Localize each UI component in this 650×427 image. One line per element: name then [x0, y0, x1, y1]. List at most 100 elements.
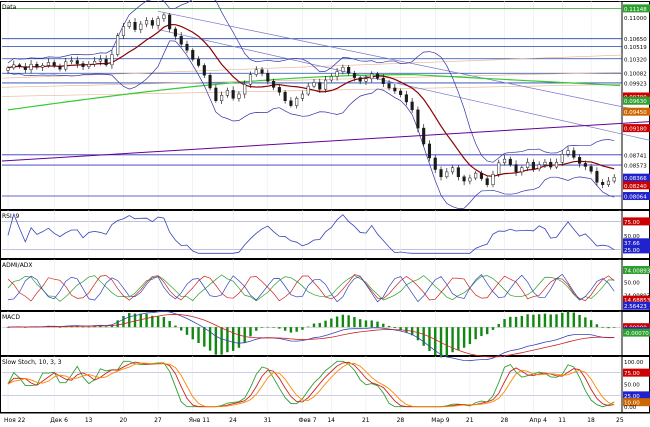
candle-body — [58, 65, 62, 70]
candle-body — [601, 182, 605, 185]
candle-body — [202, 65, 206, 76]
dmi-line-dmi_minus — [7, 274, 615, 302]
macd-histogram-bar — [335, 316, 339, 328]
stoch-line-stoch_d — [7, 361, 615, 408]
y-tick-highlight — [623, 368, 650, 377]
y-tick-label: 0.09180 — [624, 127, 647, 133]
y-tick-highlight — [623, 192, 650, 201]
y-tick-highlight — [623, 328, 650, 337]
y-tick-label: 0.10650 — [624, 37, 647, 43]
candle-body — [595, 171, 599, 183]
y-tick-label: 0.08573 — [624, 164, 647, 170]
candle-body — [566, 150, 570, 155]
x-tick-label: 25 — [616, 417, 624, 424]
macd-histogram-bar — [191, 327, 194, 340]
candle-body — [578, 157, 582, 164]
macd-histogram-bar — [422, 327, 425, 346]
y-tick-highlight — [623, 96, 650, 105]
x-tick-label: Мар 9 — [431, 417, 450, 424]
candle-body — [347, 67, 351, 74]
candle-body — [358, 77, 362, 82]
candle-body — [399, 90, 403, 95]
macd-histogram-bar — [110, 324, 114, 328]
panel-title-macd: MACD — [2, 314, 20, 321]
candle-body — [179, 35, 183, 45]
candle-body — [64, 61, 68, 70]
x-tick-label: 21 — [362, 417, 370, 424]
macd-histogram-bar — [434, 327, 437, 356]
macd-histogram-bar — [474, 327, 477, 340]
macd-histogram-bar — [289, 327, 293, 333]
macd-histogram-bar — [104, 326, 108, 328]
ma-long-green — [7, 73, 621, 111]
macd-histogram-bar — [231, 327, 235, 351]
candle-body — [93, 60, 97, 65]
candle-body — [549, 161, 553, 168]
candle-body — [75, 60, 79, 64]
y-tick-label: 0.09450 — [624, 110, 647, 116]
y-tick-label: 0.10519 — [624, 45, 647, 51]
candle-body — [208, 74, 212, 89]
y-tick-label: 0.11000 — [624, 16, 647, 22]
candle-body — [422, 127, 426, 145]
macd-histogram-bar — [295, 327, 298, 332]
candle-body — [410, 101, 414, 111]
candle-body — [23, 66, 27, 70]
y-tick-highlight — [623, 398, 650, 407]
y-tick-label: 25.00 — [624, 248, 640, 254]
macd-histogram-bar — [613, 327, 616, 328]
candle-body — [439, 169, 443, 178]
macd-histogram-bar — [249, 327, 252, 337]
candle-body — [416, 109, 420, 129]
candle-body — [456, 167, 460, 178]
y-tick-highlight — [623, 107, 650, 116]
candle-body — [289, 100, 293, 106]
candle-body — [29, 63, 33, 70]
y-tick-label: 0.08366 — [624, 176, 647, 182]
candle-body — [612, 177, 616, 182]
x-tick-label: 14 — [327, 417, 335, 424]
candle-body — [433, 157, 437, 170]
candle-body — [168, 14, 172, 30]
macd-histogram-bar — [156, 316, 160, 328]
x-tick-label: Янв 11 — [189, 417, 210, 424]
stoch-line-stoch_extra — [7, 362, 615, 408]
macd-histogram-bar — [301, 327, 304, 330]
x-tick-label: 28 — [397, 417, 405, 424]
macd-signal-line — [7, 313, 615, 358]
candle-body — [531, 161, 535, 170]
macd-histogram-bar — [451, 327, 454, 353]
candle-body — [520, 167, 524, 173]
macd-histogram-bar — [416, 327, 420, 341]
candle-body — [110, 54, 114, 66]
y-tick-label: 14.68853 — [624, 298, 650, 304]
candle-body — [46, 62, 50, 66]
macd-histogram-bar — [364, 320, 368, 328]
macd-histogram-bar — [462, 327, 466, 348]
macd-histogram-bar — [382, 323, 385, 328]
macd-histogram-bar — [358, 319, 362, 328]
macd-histogram-bar — [151, 315, 154, 328]
macd-histogram-bar — [566, 311, 570, 328]
macd-histogram-bar — [497, 324, 500, 328]
macd-histogram-bar — [266, 326, 270, 328]
candle-body — [364, 78, 368, 82]
candle-body — [35, 63, 39, 68]
candle-body — [266, 73, 270, 82]
candle-body — [127, 22, 131, 27]
macd-histogram-bar — [399, 327, 402, 330]
macd-histogram-bar — [255, 327, 258, 331]
y-tick-label: 74.00893 — [624, 268, 650, 274]
x-tick-label: 28 — [501, 417, 509, 424]
macd-histogram-bar — [203, 327, 206, 347]
macd-histogram-bar — [237, 327, 241, 348]
macd-histogram-bar — [208, 327, 212, 351]
macd-histogram-bar — [387, 325, 391, 328]
x-tick-label: Ноя 22 — [4, 417, 26, 424]
macd-histogram-bar — [353, 316, 356, 328]
candle-body — [162, 14, 166, 19]
y-tick-highlight — [623, 391, 650, 400]
candle-body — [150, 20, 154, 26]
y-tick-label: 0.08064 — [624, 195, 647, 201]
